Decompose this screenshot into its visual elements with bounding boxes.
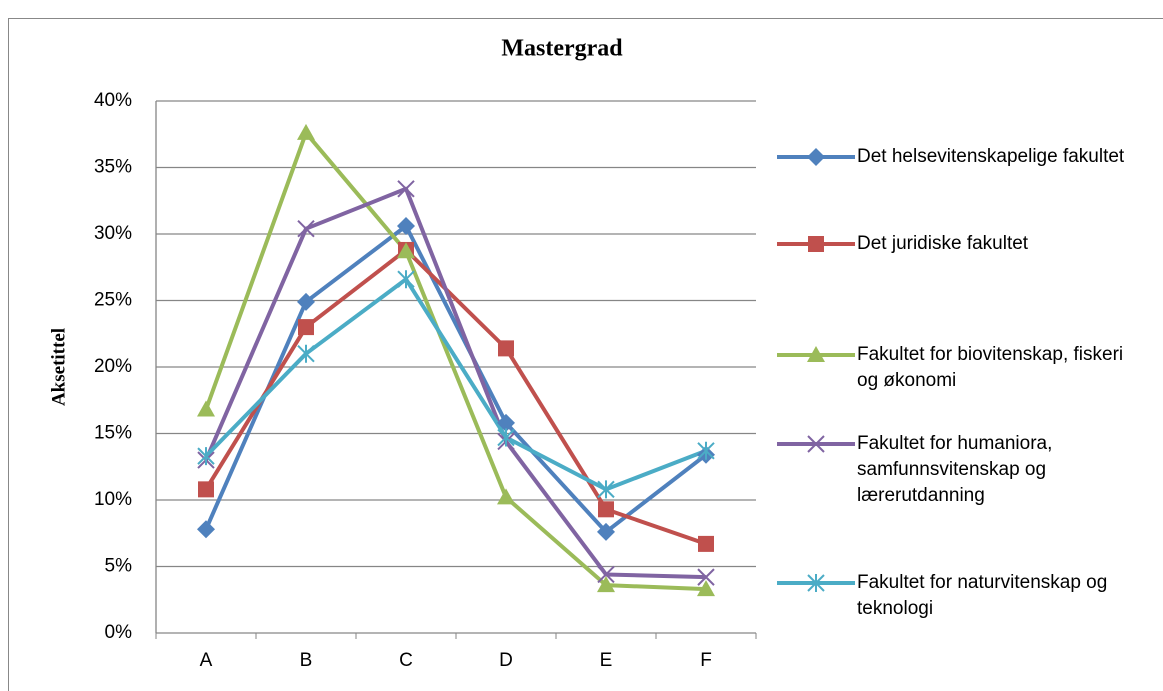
chart-title: Mastergrad	[501, 36, 623, 62]
marker	[397, 217, 415, 236]
y-tick-label: 25%	[94, 290, 132, 311]
marker	[698, 535, 714, 552]
marker	[197, 520, 215, 539]
marker	[297, 344, 315, 363]
marker	[807, 346, 825, 362]
marker	[598, 501, 614, 518]
marker	[298, 319, 314, 336]
marker	[397, 180, 415, 198]
x-tick-label: D	[499, 650, 513, 671]
series-line	[204, 130, 707, 592]
series-line	[204, 247, 707, 546]
y-tick-label: 0%	[105, 622, 133, 643]
y-tick-label: 10%	[94, 489, 132, 510]
marker	[807, 148, 825, 166]
marker	[197, 400, 215, 417]
series-line	[204, 186, 707, 580]
x-tick-label: A	[200, 650, 213, 671]
marker	[807, 574, 825, 592]
legend-label: Det helsevitenskapelige fakultet	[857, 146, 1125, 167]
marker	[697, 580, 715, 597]
y-tick-label: 35%	[94, 157, 132, 178]
marker	[697, 441, 715, 460]
legend-label: Fakultet for biovitenskap, fiskeri og øk…	[857, 344, 1124, 391]
y-tick-label: 30%	[94, 223, 132, 244]
marker	[497, 413, 515, 432]
marker	[697, 568, 715, 586]
y-tick-label: 40%	[94, 90, 132, 111]
marker	[198, 481, 214, 498]
marker	[597, 565, 615, 584]
x-tick-label: B	[300, 650, 313, 671]
marker	[497, 428, 515, 447]
legend-label: Fakultet for naturvitenskap og teknologi	[857, 572, 1108, 619]
x-tick-label: E	[600, 650, 613, 671]
marker	[807, 435, 825, 453]
chart-border	[8, 18, 1163, 691]
marker	[498, 340, 514, 357]
marker	[597, 480, 615, 499]
marker	[297, 292, 315, 311]
marker	[597, 522, 615, 541]
y-tick-label: 5%	[105, 556, 133, 577]
series-line	[204, 277, 707, 492]
legend-label: Fakultet for humaniora, samfunnsvitenska…	[857, 433, 1053, 506]
marker	[397, 242, 415, 259]
marker	[297, 123, 315, 140]
marker	[297, 219, 315, 238]
y-tick-label: 15%	[94, 423, 132, 444]
y-tick-label: 20%	[94, 356, 132, 377]
legend-label: Det juridiske fakultet	[857, 233, 1029, 254]
marker	[397, 270, 415, 289]
x-tick-label: C	[399, 650, 413, 671]
marker	[808, 236, 824, 252]
marker	[597, 576, 615, 593]
marker	[497, 488, 515, 505]
marker	[197, 447, 215, 466]
series-line	[204, 224, 708, 534]
x-tick-label: F	[700, 650, 712, 671]
y-axis-label: Aksetittel	[48, 328, 69, 406]
